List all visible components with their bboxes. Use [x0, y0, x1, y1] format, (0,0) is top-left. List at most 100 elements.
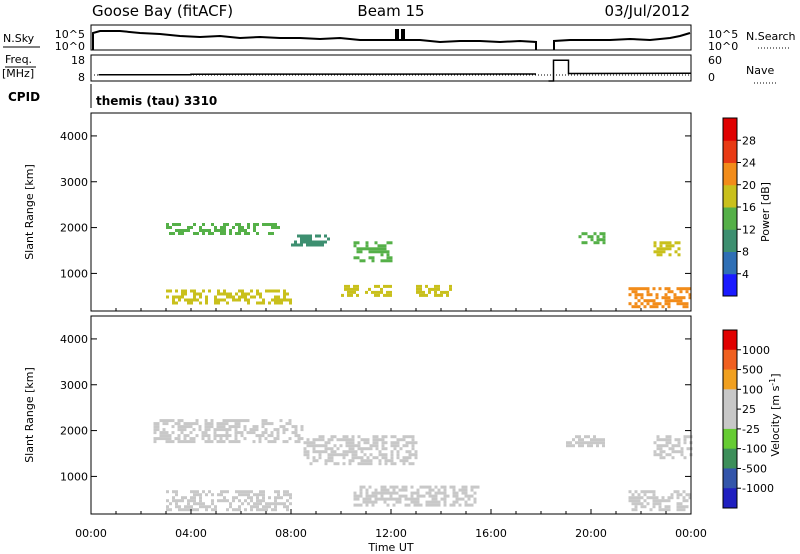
- range-gate-cell: [596, 235, 600, 239]
- range-gate-cell: [178, 505, 181, 509]
- range-gate-cell: [664, 296, 668, 300]
- range-gate-cell: [455, 494, 459, 498]
- freq-panel: Freq. [MHz] 18 8 60 0 Nave: [2, 53, 778, 84]
- range-gate-cell: [473, 497, 477, 501]
- range-gate-cell: [402, 462, 406, 466]
- colorbar-segment: [723, 468, 737, 489]
- range-gate-cell: [365, 488, 369, 492]
- station-title: Goose Bay (fitACF): [92, 2, 233, 20]
- range-gate-cell: [234, 437, 238, 441]
- range-gate-cell: [634, 290, 638, 294]
- range-gate-cell: [240, 431, 244, 435]
- range-gate-cell: [386, 253, 390, 257]
- range-gate-cell: [183, 425, 187, 429]
- range-gate-cell: [262, 496, 265, 500]
- range-gate-cell: [238, 226, 241, 229]
- range-gate-cell: [452, 503, 456, 507]
- range-gate-cell: [410, 485, 414, 489]
- range-gate-cell: [306, 240, 309, 244]
- range-gate-cell: [202, 502, 205, 506]
- range-gate-cell: [652, 505, 656, 509]
- range-gate-cell: [175, 289, 178, 293]
- range-gate-cell: [640, 302, 644, 306]
- range-gate-cell: [265, 289, 268, 293]
- range-gate-cell: [443, 500, 447, 504]
- range-gate-cell: [186, 425, 190, 429]
- range-gate-cell: [177, 434, 181, 438]
- range-gate-cell: [374, 488, 378, 492]
- range-gate-cell: [211, 223, 214, 226]
- range-gate-cell: [387, 459, 391, 463]
- range-gate-cell: [175, 301, 178, 305]
- range-gate-cell: [303, 237, 306, 241]
- range-gate-cell: [377, 293, 380, 297]
- range-gate-cell: [214, 301, 217, 305]
- range-gate-cell: [354, 456, 358, 460]
- range-gate-cell: [342, 435, 346, 439]
- range-gate-cell: [237, 425, 241, 429]
- range-gate-cell: [383, 500, 387, 504]
- range-gate-cell: [214, 295, 217, 299]
- range-gate-cell: [223, 289, 226, 293]
- range-gate-cell: [653, 250, 657, 254]
- range-gate-cell: [220, 298, 223, 302]
- range-gate-cell: [283, 502, 286, 506]
- range-gate-cell: [217, 493, 220, 497]
- range-tick-label: 2000: [60, 425, 88, 438]
- range-gate-cell: [664, 499, 668, 503]
- range-gate-cell: [184, 298, 187, 302]
- range-gate-cell: [671, 456, 675, 460]
- range-gate-cell: [153, 425, 157, 429]
- range-gate-cell: [369, 444, 373, 448]
- range-gate-cell: [241, 292, 244, 296]
- range-gate-cell: [238, 493, 241, 497]
- range-gate-cell: [210, 422, 214, 426]
- range-gate-cell: [247, 493, 250, 497]
- range-gate-cell: [386, 250, 390, 254]
- range-gate-cell: [677, 438, 681, 442]
- range-gate-cell: [324, 441, 328, 445]
- range-gate-cell: [241, 493, 244, 497]
- range-gate-cell: [458, 488, 462, 492]
- range-gate-cell: [213, 434, 217, 438]
- range-gate-cell: [166, 499, 169, 503]
- range-gate-cell: [461, 497, 465, 501]
- range-gate-cell: [664, 508, 668, 512]
- range-gate-cell: [252, 428, 256, 432]
- range-gate-cell: [285, 440, 289, 444]
- range-gate-cell: [166, 289, 169, 293]
- range-gate-cell: [220, 232, 223, 235]
- range-gate-cell: [649, 293, 653, 297]
- range-gate-cell: [306, 438, 310, 442]
- range-gate-cell: [649, 508, 653, 512]
- range-gate-cell: [235, 508, 238, 512]
- range-gate-cell: [165, 437, 169, 441]
- colorbar-tick-label: -500: [742, 462, 767, 475]
- range-gate-cell: [271, 226, 274, 229]
- range-gate-cell: [259, 493, 262, 497]
- range-gate-cell: [384, 447, 388, 451]
- range-gate-cell: [416, 497, 420, 501]
- range-gate-cell: [661, 508, 665, 512]
- range-gate-cell: [390, 459, 394, 463]
- range-gate-cell: [434, 293, 437, 297]
- time-tick-label: 20:00: [575, 527, 607, 540]
- time-axis-title: Time UT: [367, 541, 413, 554]
- range-gate-cell: [365, 247, 369, 251]
- range-gate-cell: [431, 494, 435, 498]
- range-gate-cell: [637, 293, 641, 297]
- range-gate-cell: [190, 226, 193, 229]
- range-gate-cell: [318, 435, 322, 439]
- range-gate-cell: [216, 422, 220, 426]
- range-gate-cell: [656, 250, 660, 254]
- range-gate-cell: [306, 243, 309, 247]
- range-gate-cell: [683, 435, 687, 439]
- range-gate-cell: [192, 428, 196, 432]
- range-gate-cell: [665, 444, 669, 448]
- range-gate-cell: [664, 299, 668, 303]
- range-gate-cell: [196, 298, 199, 302]
- range-gate-cell: [294, 431, 298, 435]
- range-gate-cell: [321, 435, 325, 439]
- range-gate-cell: [211, 493, 214, 497]
- range-gate-cell: [259, 499, 262, 503]
